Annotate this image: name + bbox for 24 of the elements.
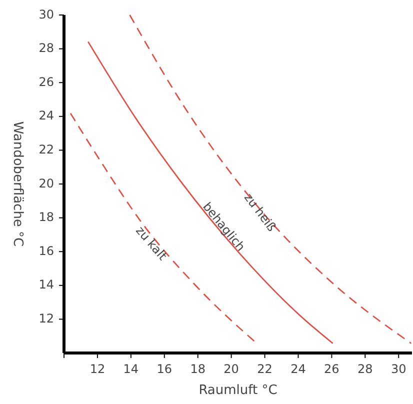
y-tick-label: 12: [38, 311, 54, 326]
x-tick-label: 26: [324, 362, 340, 376]
y-tick-label: 28: [38, 41, 54, 56]
y-tick-label: 22: [38, 142, 54, 156]
y-tick-label: 16: [38, 244, 54, 258]
line-series: [129, 14, 412, 344]
x-tick-label: 12: [90, 362, 106, 376]
y-tick-label: 24: [38, 108, 54, 123]
line-series: [87, 41, 334, 344]
x-tick-label: 30: [390, 362, 406, 376]
x-tick-label: 24: [290, 362, 306, 376]
x-tick-label: 28: [358, 362, 373, 376]
x-tick-label: 16: [156, 362, 172, 376]
x-tick-label: 14: [123, 362, 139, 376]
y-tick-label: 20: [38, 176, 54, 190]
x-tick-label: 20: [224, 362, 239, 376]
x-tick-label: 22: [257, 362, 272, 376]
x-tick-label: 18: [190, 362, 206, 376]
y-axis-title: Wandoberfläche °C: [10, 121, 25, 247]
x-axis-title: Raumluft °C: [198, 383, 278, 398]
y-tick-label: 30: [38, 7, 54, 22]
y-tick-label: 26: [38, 74, 54, 89]
y-tick-label: 14: [38, 278, 54, 292]
y-tick-label: 18: [38, 210, 54, 224]
